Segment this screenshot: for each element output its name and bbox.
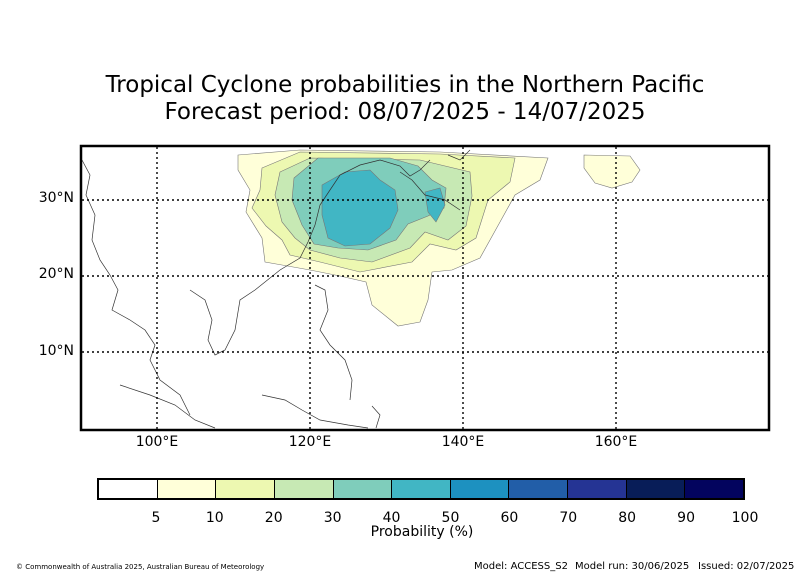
- colorbar-swatch-7: [509, 480, 569, 498]
- colorbar-swatch-0: [99, 480, 158, 498]
- colorbar-swatch-6: [450, 480, 510, 498]
- colorbar-tick: 60: [500, 510, 519, 526]
- colorbar-tick: 100: [731, 510, 759, 526]
- gridlines: [82, 147, 768, 429]
- coastlines: [81, 149, 471, 429]
- lon-label-120e: 120°E: [288, 434, 332, 450]
- colorbar-tick: 40: [382, 510, 401, 526]
- colorbar-tick: 30: [323, 510, 342, 526]
- colorbar-tick: 5: [151, 510, 161, 526]
- lon-label-100e: 100°E: [135, 434, 179, 450]
- model-run-date: Model run: 30/06/2025: [575, 561, 690, 572]
- contour-40: [321, 169, 399, 247]
- lat-label-30n: 30°N: [38, 190, 74, 206]
- map-frame: [79, 144, 771, 432]
- colorbar-tick: 90: [677, 510, 695, 526]
- model-name: Model: ACCESS_S2: [474, 561, 568, 572]
- lon-label-160e: 160°E: [594, 434, 638, 450]
- colorbar-swatch-10: [685, 480, 744, 498]
- lon-label-140e: 140°E: [441, 434, 485, 450]
- colorbar-swatch-1: [157, 480, 217, 498]
- forecast-period: Forecast period: 08/07/2025 - 14/07/2025: [164, 99, 646, 125]
- colorbar-swatch-4: [333, 480, 393, 498]
- colorbar-swatch-2: [216, 480, 275, 498]
- contour-5-east: [583, 154, 641, 189]
- colorbar-swatch-8: [568, 480, 627, 498]
- colorbar-swatch-9: [626, 480, 686, 498]
- colorbar-tick: 80: [618, 510, 637, 526]
- colorbar-tick: 70: [559, 510, 578, 526]
- map-title: Tropical Cyclone probabilities in the No…: [105, 72, 705, 98]
- issued-date: Issued: 02/07/2025: [698, 561, 795, 572]
- colorbar-swatch-5: [392, 480, 451, 498]
- copyright-text: © Commonwealth of Australia 2025, Austra…: [16, 563, 265, 571]
- colorbar-label: Probability (%): [370, 524, 474, 540]
- colorbar-tick: 10: [205, 510, 224, 526]
- colorbar-swatch-3: [274, 480, 334, 498]
- lat-label-10n: 10°N: [38, 343, 74, 359]
- colorbar-tick: 50: [441, 510, 460, 526]
- colorbar: [97, 478, 745, 500]
- lat-label-20n: 20°N: [38, 266, 74, 282]
- colorbar-tick: 20: [264, 510, 283, 526]
- probability-contours: [237, 149, 641, 327]
